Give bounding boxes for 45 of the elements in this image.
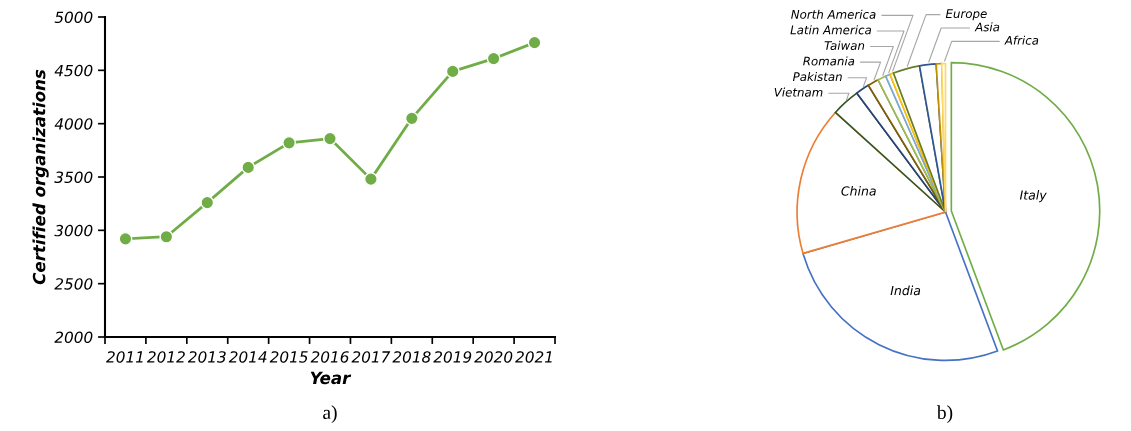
point: [445, 64, 460, 79]
slice-label: Asia: [974, 22, 1000, 32]
point: [282, 135, 297, 150]
slice-label: Europe: [945, 9, 987, 21]
y-axis-title: Certified organizations: [32, 69, 49, 285]
point: [323, 131, 337, 146]
slice-label: India: [890, 285, 921, 296]
slice-label: Africa: [1004, 35, 1039, 45]
x-tick-label: 2019: [433, 351, 472, 363]
slice-label: North America: [791, 9, 876, 19]
slice-label: Vietnam: [774, 87, 823, 97]
x-tick-label: 2021: [515, 351, 552, 363]
x-tick-label: 2017: [351, 351, 391, 363]
point: [241, 160, 256, 175]
slice-label: Taiwan: [824, 40, 865, 50]
point: [486, 51, 501, 66]
y-tick-label: 2500: [54, 278, 93, 290]
y-tick-label: 4000: [54, 118, 93, 130]
x-tick-label: 2013: [187, 351, 226, 363]
y-tick-label: 2000: [54, 331, 93, 344]
point: [159, 229, 174, 244]
x-axis-title: Year: [310, 371, 352, 385]
x-tick-label: 2011: [106, 351, 143, 363]
point: [200, 195, 215, 210]
y-tick-label: 3000: [54, 224, 93, 237]
text: b): [936, 405, 953, 423]
slice-label: Pakistan: [792, 71, 842, 82]
slice-label: Latin America: [790, 25, 871, 35]
point: [118, 231, 133, 246]
y-tick-label: 3500: [54, 171, 93, 184]
x-tick-label: 2020: [474, 351, 513, 363]
y-tick-label: 5000: [54, 11, 93, 24]
x-tick-label: 2012: [146, 351, 185, 363]
x-tick-label: 2016: [310, 351, 349, 363]
slice-label: China: [841, 185, 876, 196]
x-tick-label: 2014: [228, 351, 267, 363]
point: [404, 111, 419, 126]
text: a): [323, 405, 337, 423]
slice-label: Italy: [1019, 190, 1047, 203]
x-tick-label: 2018: [392, 351, 431, 363]
x-tick-label: 2015: [269, 351, 308, 363]
point: [363, 172, 378, 187]
point: [527, 35, 542, 50]
y-tick-label: 4500: [54, 64, 93, 77]
slice-label: Romania: [803, 56, 855, 66]
